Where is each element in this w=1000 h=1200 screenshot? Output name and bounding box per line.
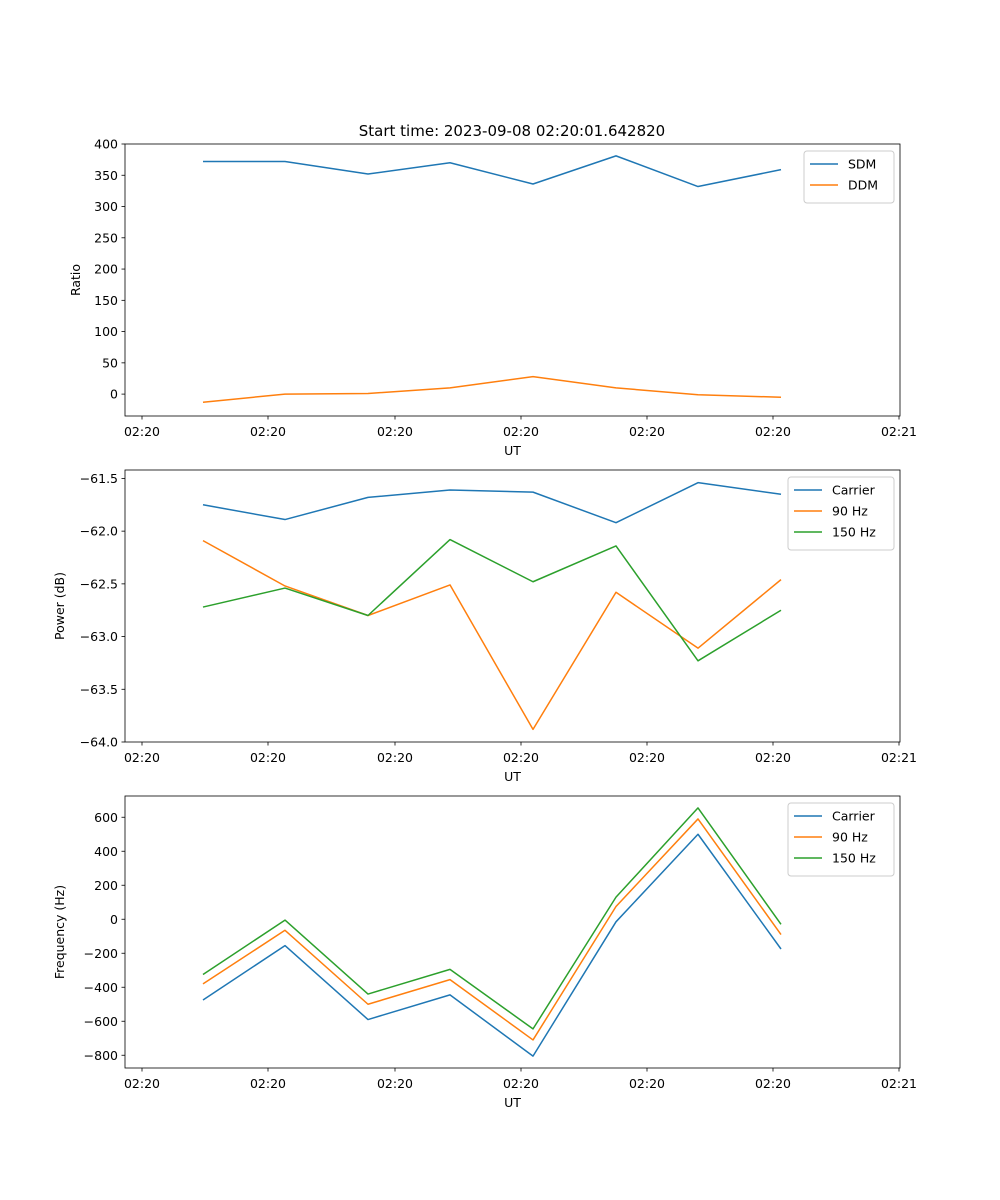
y-tick-label: 400: [94, 844, 118, 859]
y-tick-label: −61.5: [80, 471, 118, 486]
y-tick-label: −63.0: [80, 629, 118, 644]
x-tick-label: 02:20: [503, 424, 539, 439]
series-line-150-hz: [202, 807, 782, 1030]
axes-frame: [124, 469, 901, 743]
x-tick-label: 02:20: [377, 1076, 413, 1091]
legend-entry: 150 Hz: [832, 525, 876, 540]
y-tick-label: 50: [102, 355, 118, 370]
legend-entry: SDM: [848, 157, 876, 172]
y-tick-label: −200: [84, 946, 118, 961]
y-tick-label: 250: [94, 230, 118, 245]
legend-entry: Carrier: [832, 809, 876, 824]
y-tick-label: −63.5: [80, 682, 118, 697]
legend-entry: 90 Hz: [832, 830, 868, 845]
y-tick-label: 350: [94, 168, 118, 183]
series-line-150-hz: [202, 538, 782, 662]
legend-entry: 90 Hz: [832, 504, 868, 519]
y-tick-label: 0: [110, 912, 118, 927]
x-tick-label: 02:20: [503, 750, 539, 765]
x-tick-label: 02:20: [755, 750, 791, 765]
x-axis-label: UT: [504, 769, 521, 784]
subplot-1: 0 50 100 150 200 250 300 350 400 02:20 02:20 02:20 0…: [68, 137, 917, 459]
x-tick-label: 02:20: [629, 424, 665, 439]
legend-entry: Carrier: [832, 483, 876, 498]
x-tick-label: 02:20: [250, 750, 286, 765]
figure-title: Start time: 2023-09-08 02:20:01.642820: [359, 122, 665, 140]
x-tick-label: 02:21: [881, 750, 917, 765]
y-tick-label: 400: [94, 137, 118, 152]
y-tick-label: −62.0: [80, 524, 118, 539]
x-tick-label: 02:20: [629, 750, 665, 765]
x-tick-label: 02:20: [250, 1076, 286, 1091]
y-tick-label: −64.0: [80, 735, 118, 750]
y-tick-label: −800: [84, 1048, 118, 1063]
y-tick-label: 0: [110, 387, 118, 402]
x-tick-label: 02:20: [503, 1076, 539, 1091]
subplots: 0 50 100 150 200 250 300 350 400 02:20 02:20 02:20 0…: [52, 137, 917, 1111]
x-tick-label: 02:20: [250, 424, 286, 439]
y-tick-label: 150: [94, 293, 118, 308]
series-line-90-hz: [202, 818, 782, 1041]
x-tick-label: 02:20: [629, 1076, 665, 1091]
legend-entry: 150 Hz: [832, 851, 876, 866]
x-tick-label: 02:20: [124, 750, 160, 765]
x-tick-label: 02:20: [755, 1076, 791, 1091]
y-tick-label: 200: [94, 878, 118, 893]
series-line-carrier: [202, 481, 782, 524]
y-tick-label: 300: [94, 199, 118, 214]
x-tick-label: 02:20: [124, 1076, 160, 1091]
legend: SDM DDM: [803, 150, 895, 204]
subplot-3: −800 −600 −400 −200 0 200 400 600 02:20 02:20 02:2…: [52, 795, 917, 1110]
y-tick-label: 600: [94, 810, 118, 825]
series-line-carrier: [202, 833, 782, 1057]
x-tick-label: 02:20: [755, 424, 791, 439]
y-tick-label: −400: [84, 980, 118, 995]
x-tick-label: 02:20: [377, 424, 413, 439]
series-line-ddm: [202, 375, 782, 403]
y-tick-label: 200: [94, 262, 118, 277]
axes-frame: [124, 143, 901, 417]
x-tick-label: 02:20: [124, 424, 160, 439]
legend: Carrier 90 Hz 150 Hz: [787, 802, 895, 877]
axes-frame: [124, 795, 901, 1069]
y-axis-label: Ratio: [68, 264, 83, 296]
x-tick-label: 02:21: [881, 424, 917, 439]
subplot-2: −64.0 −63.5 −63.0 −62.5 −62.0 −61.5 02:20 02:20…: [52, 469, 917, 784]
legend-entry: DDM: [848, 178, 878, 193]
y-tick-label: 100: [94, 324, 118, 339]
y-axis-label: Power (dB): [52, 572, 67, 640]
x-axis-label: UT: [504, 443, 521, 458]
legend: Carrier 90 Hz 150 Hz: [787, 476, 895, 551]
y-axis-label: Frequency (Hz): [52, 885, 67, 979]
series-line-90-hz: [202, 539, 782, 731]
x-tick-label: 02:21: [881, 1076, 917, 1091]
y-tick-label: −62.5: [80, 576, 118, 591]
x-tick-label: 02:20: [377, 750, 413, 765]
x-axis-label: UT: [504, 1095, 521, 1110]
series-line-sdm: [203, 155, 782, 188]
y-tick-label: −600: [84, 1014, 118, 1029]
